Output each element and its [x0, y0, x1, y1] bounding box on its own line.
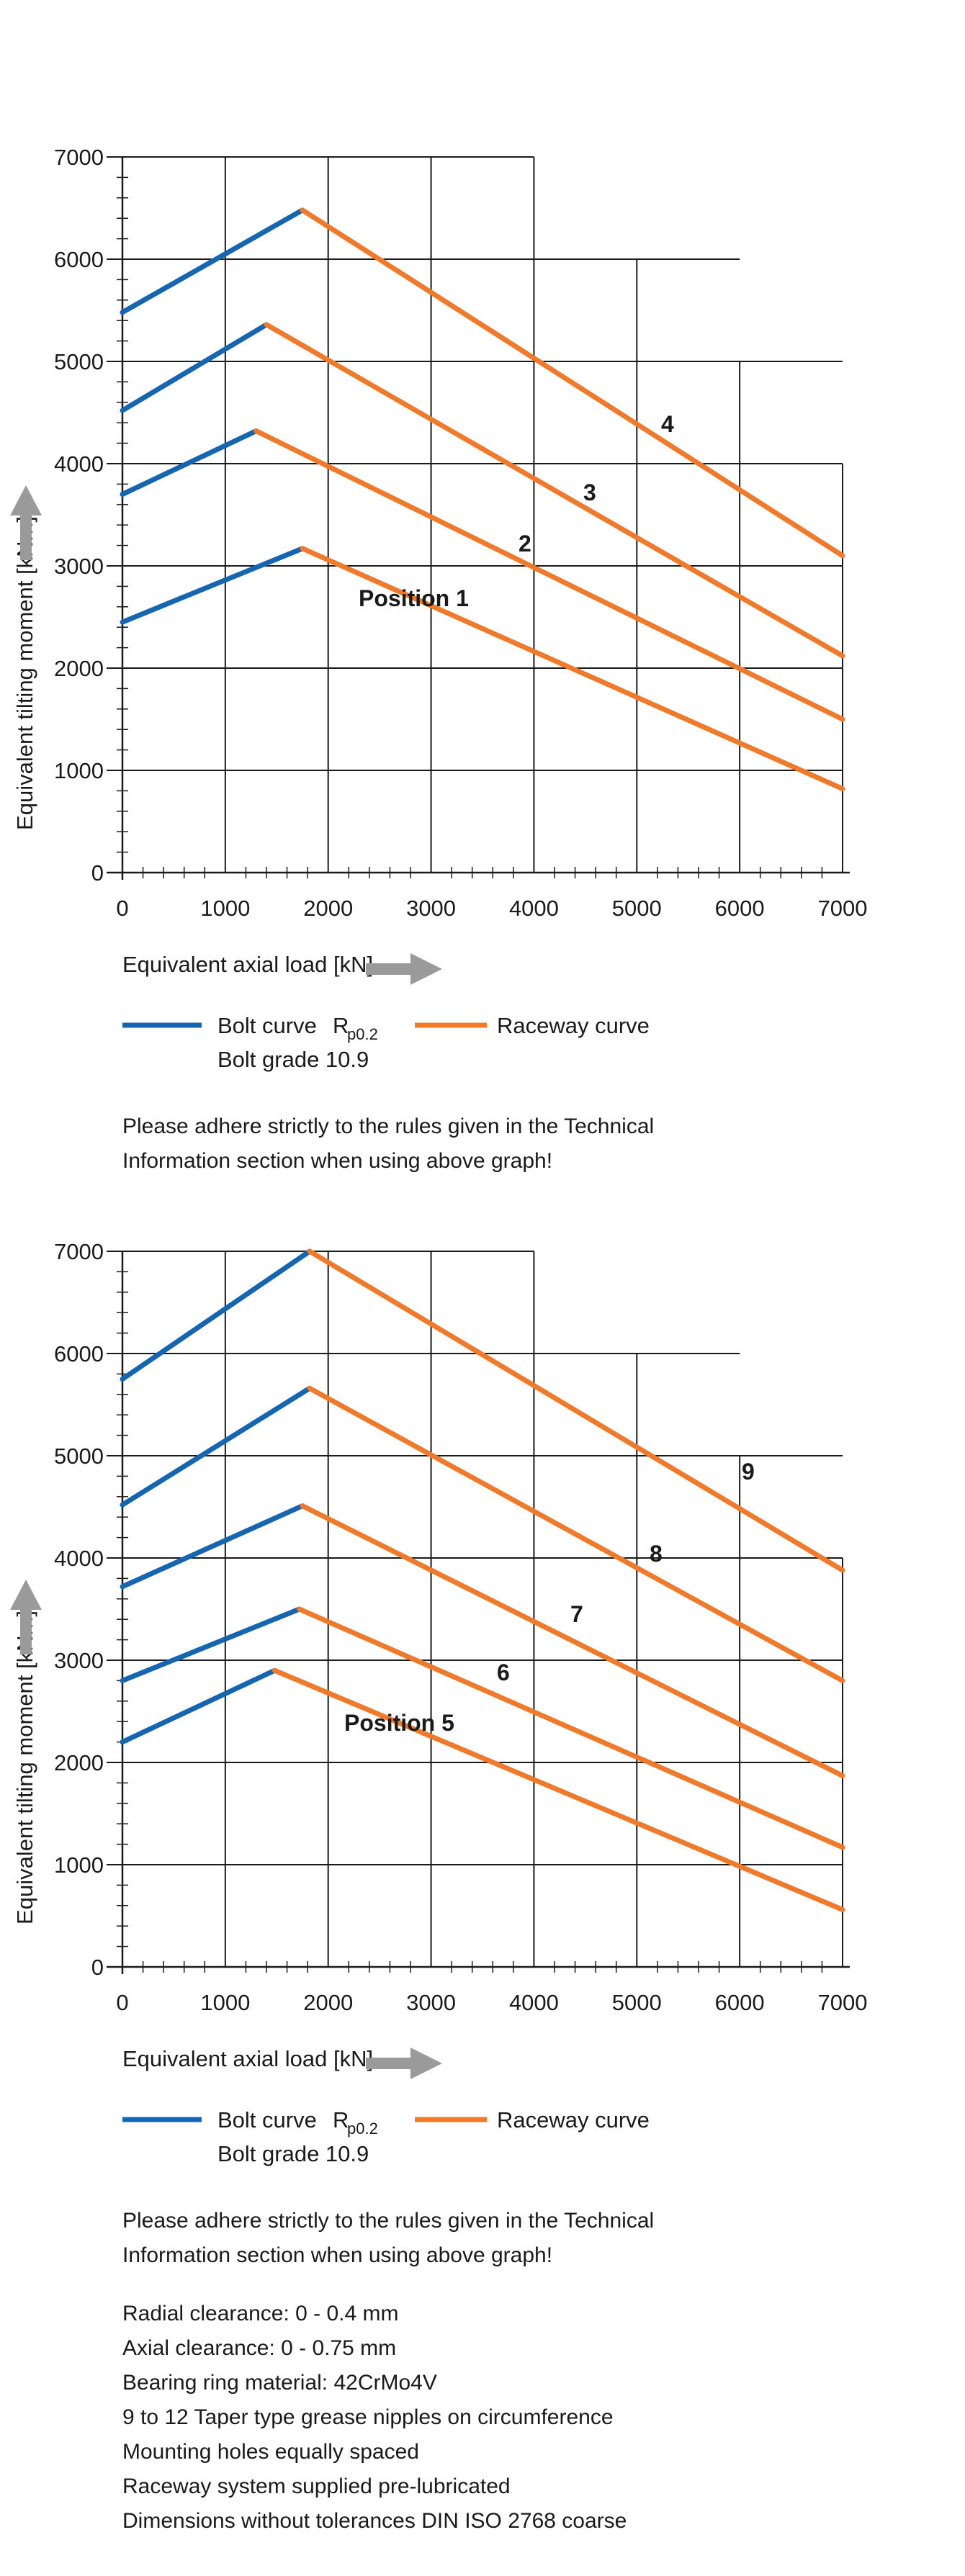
chart-2: 0 1000 2000 3000 4000 5000 6000 7000 0 1000 2000 30…: [10, 1239, 868, 2267]
x-tick-label: 4000: [509, 1990, 559, 2015]
chart-note: Please adhere strictly to the rules give…: [122, 1114, 654, 1138]
chart-note: Information section when using above gra…: [122, 1149, 552, 1173]
x-tick-label: 7000: [818, 896, 868, 921]
x-tick-label: 0: [116, 1990, 128, 2015]
series-label: 6: [497, 1659, 510, 1685]
x-tick-label: 0: [116, 896, 128, 921]
bolt-grade-label: Bolt grade 10.9: [217, 2141, 369, 2166]
x-tick-label: 2000: [303, 896, 353, 921]
bolt-curve-line: [120, 1385, 313, 1508]
raceway-curve-line: [297, 1606, 845, 1850]
y-tick-label: 4000: [54, 1546, 104, 1571]
specifications: Radial clearance: 0 - 0.4 mm Axial clear…: [122, 2297, 627, 2539]
y-tick-label: 2000: [54, 656, 104, 681]
series-label: 4: [661, 411, 674, 437]
bolt-legend-r: R: [333, 1013, 349, 1038]
x-axis-arrow-icon: [366, 2048, 442, 2079]
bolt-grade-label: Bolt grade 10.9: [217, 1047, 369, 1072]
bolt-curve-line: [120, 546, 305, 625]
bolt-curve-line: [120, 1667, 277, 1745]
raceway-curve-line: [271, 1667, 845, 1912]
y-tick-label: 5000: [54, 349, 104, 374]
x-axis-label: Equivalent axial load [kN]: [122, 952, 373, 977]
series-label: 2: [519, 531, 531, 557]
x-tick-label: 1000: [200, 896, 250, 921]
y-tick-label: 6000: [54, 1341, 104, 1366]
series-label: 3: [583, 479, 596, 505]
raceway-curve-line: [300, 1503, 845, 1778]
series-label: Position 1: [359, 585, 469, 611]
bolt-curve-line: [120, 207, 305, 315]
bolt-curve-line: [120, 1248, 313, 1382]
x-tick-label: 3000: [406, 1990, 456, 2015]
y-axis-label: Equivalent tilting moment [kNm]: [12, 1611, 37, 1924]
raceway-curve-line: [300, 207, 845, 559]
y-tick-label: 6000: [54, 247, 104, 272]
bolt-legend-label: Bolt curve: [217, 1013, 317, 1038]
spec-line: 9 to 12 Taper type grease nipples on cir…: [122, 2405, 614, 2429]
x-axis-arrow-icon: [366, 953, 442, 985]
chart-note: Information section when using above gra…: [122, 2243, 552, 2267]
chart-note: Please adhere strictly to the rules give…: [122, 2209, 654, 2233]
x-tick-label: 7000: [818, 1990, 868, 2015]
y-tick-label: 1000: [54, 758, 104, 783]
raceway-legend-label: Raceway curve: [497, 1013, 650, 1038]
series-label: 8: [650, 1541, 663, 1567]
raceway-curve-line: [264, 322, 845, 659]
bolt-legend-label: Bolt curve: [217, 2107, 317, 2133]
x-tick-label: 2000: [303, 1990, 353, 2015]
bolt-curve-line: [120, 1503, 305, 1590]
series-label: Position 5: [344, 1710, 454, 1736]
chart-1: 0 1000 2000 3000 4000 5000 6000 7000 0 1000 2000 30…: [10, 145, 868, 1173]
raceway-curve-line: [300, 546, 845, 792]
spec-line: Axial clearance: 0 - 0.75 mm: [122, 2336, 397, 2360]
bolt-curve-line: [120, 322, 269, 413]
spec-line: Mounting holes equally spaced: [122, 2440, 419, 2464]
bolt-curve-line: [120, 1606, 302, 1683]
bolt-legend-r: R: [333, 2107, 349, 2133]
y-tick-label: 4000: [54, 451, 104, 477]
y-tick-label: 0: [91, 1955, 104, 1980]
y-tick-label: 7000: [54, 1239, 104, 1264]
spec-line: Bearing ring material: 42CrMo4V: [122, 2371, 437, 2395]
y-axis-arrow-icon: [10, 1580, 42, 1654]
y-tick-label: 5000: [54, 1444, 104, 1469]
x-tick-label: 3000: [406, 896, 456, 921]
y-tick-label: 3000: [54, 1648, 104, 1673]
x-tick-label: 5000: [612, 896, 662, 921]
bolt-legend-subscript: p0.2: [347, 2120, 378, 2138]
bolt-curve-line: [120, 428, 259, 497]
raceway-curve-line: [307, 1385, 845, 1683]
y-tick-label: 3000: [54, 554, 104, 579]
y-axis-arrow-icon: [10, 485, 42, 560]
raceway-legend-label: Raceway curve: [497, 2107, 650, 2133]
raceway-curve-line: [253, 428, 845, 722]
y-tick-label: 0: [91, 860, 104, 886]
y-axis-label: Equivalent tilting moment [kNm]: [12, 516, 37, 830]
spec-line: Raceway system supplied pre-lubricated: [122, 2474, 511, 2498]
series-label: 7: [570, 1601, 583, 1627]
series-label: 9: [742, 1459, 755, 1485]
y-tick-label: 2000: [54, 1750, 104, 1775]
x-tick-label: 5000: [612, 1990, 662, 2015]
raceway-curve-line: [307, 1248, 845, 1573]
spec-line: Radial clearance: 0 - 0.4 mm: [122, 2302, 399, 2325]
x-tick-label: 1000: [200, 1990, 250, 2015]
x-tick-label: 4000: [509, 896, 559, 921]
y-tick-label: 7000: [54, 145, 104, 170]
x-tick-label: 6000: [715, 896, 765, 921]
y-tick-label: 1000: [54, 1852, 104, 1878]
x-axis-label: Equivalent axial load [kN]: [122, 2046, 373, 2071]
x-tick-label: 6000: [715, 1990, 765, 2015]
bolt-legend-subscript: p0.2: [347, 1025, 378, 1043]
spec-line: Dimensions without tolerances DIN ISO 27…: [122, 2509, 627, 2533]
